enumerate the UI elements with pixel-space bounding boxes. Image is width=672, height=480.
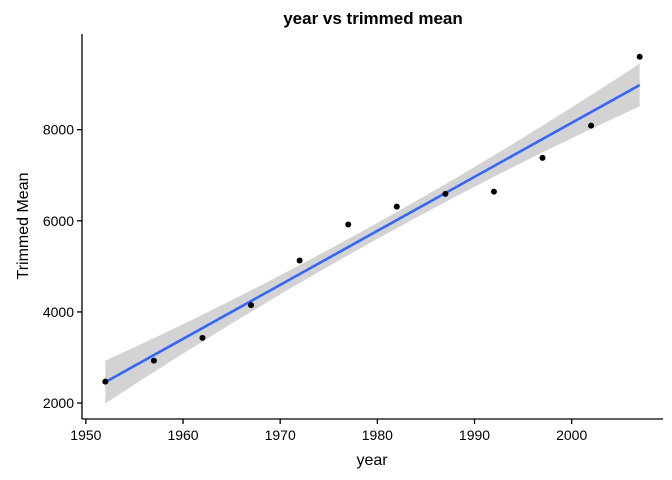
data-point [393, 203, 400, 210]
x-tick-label: 1970 [265, 427, 296, 443]
data-point [442, 190, 449, 197]
x-tick-label: 1950 [70, 427, 101, 443]
data-point [296, 257, 303, 264]
x-tick-label: 2000 [556, 427, 587, 443]
data-point [588, 122, 595, 129]
x-axis-label: year [356, 452, 388, 469]
chart-title: year vs trimmed mean [283, 9, 463, 28]
x-tick-label: 1980 [362, 427, 393, 443]
data-point [199, 334, 206, 341]
data-point [150, 357, 157, 364]
y-tick-label: 2000 [43, 395, 74, 411]
data-point [490, 188, 497, 195]
data-point [102, 378, 109, 385]
regression-line [104, 83, 641, 384]
y-tick-label: 8000 [43, 122, 74, 138]
x-tick-label: 1960 [167, 427, 198, 443]
data-point [539, 154, 546, 161]
data-point [345, 221, 352, 228]
x-tick-label: 1990 [459, 427, 490, 443]
y-tick-label: 4000 [43, 304, 74, 320]
data-point [636, 53, 643, 60]
data-point [248, 302, 255, 309]
y-axis-label: Trimmed Mean [15, 173, 32, 280]
y-tick-label: 6000 [43, 213, 74, 229]
